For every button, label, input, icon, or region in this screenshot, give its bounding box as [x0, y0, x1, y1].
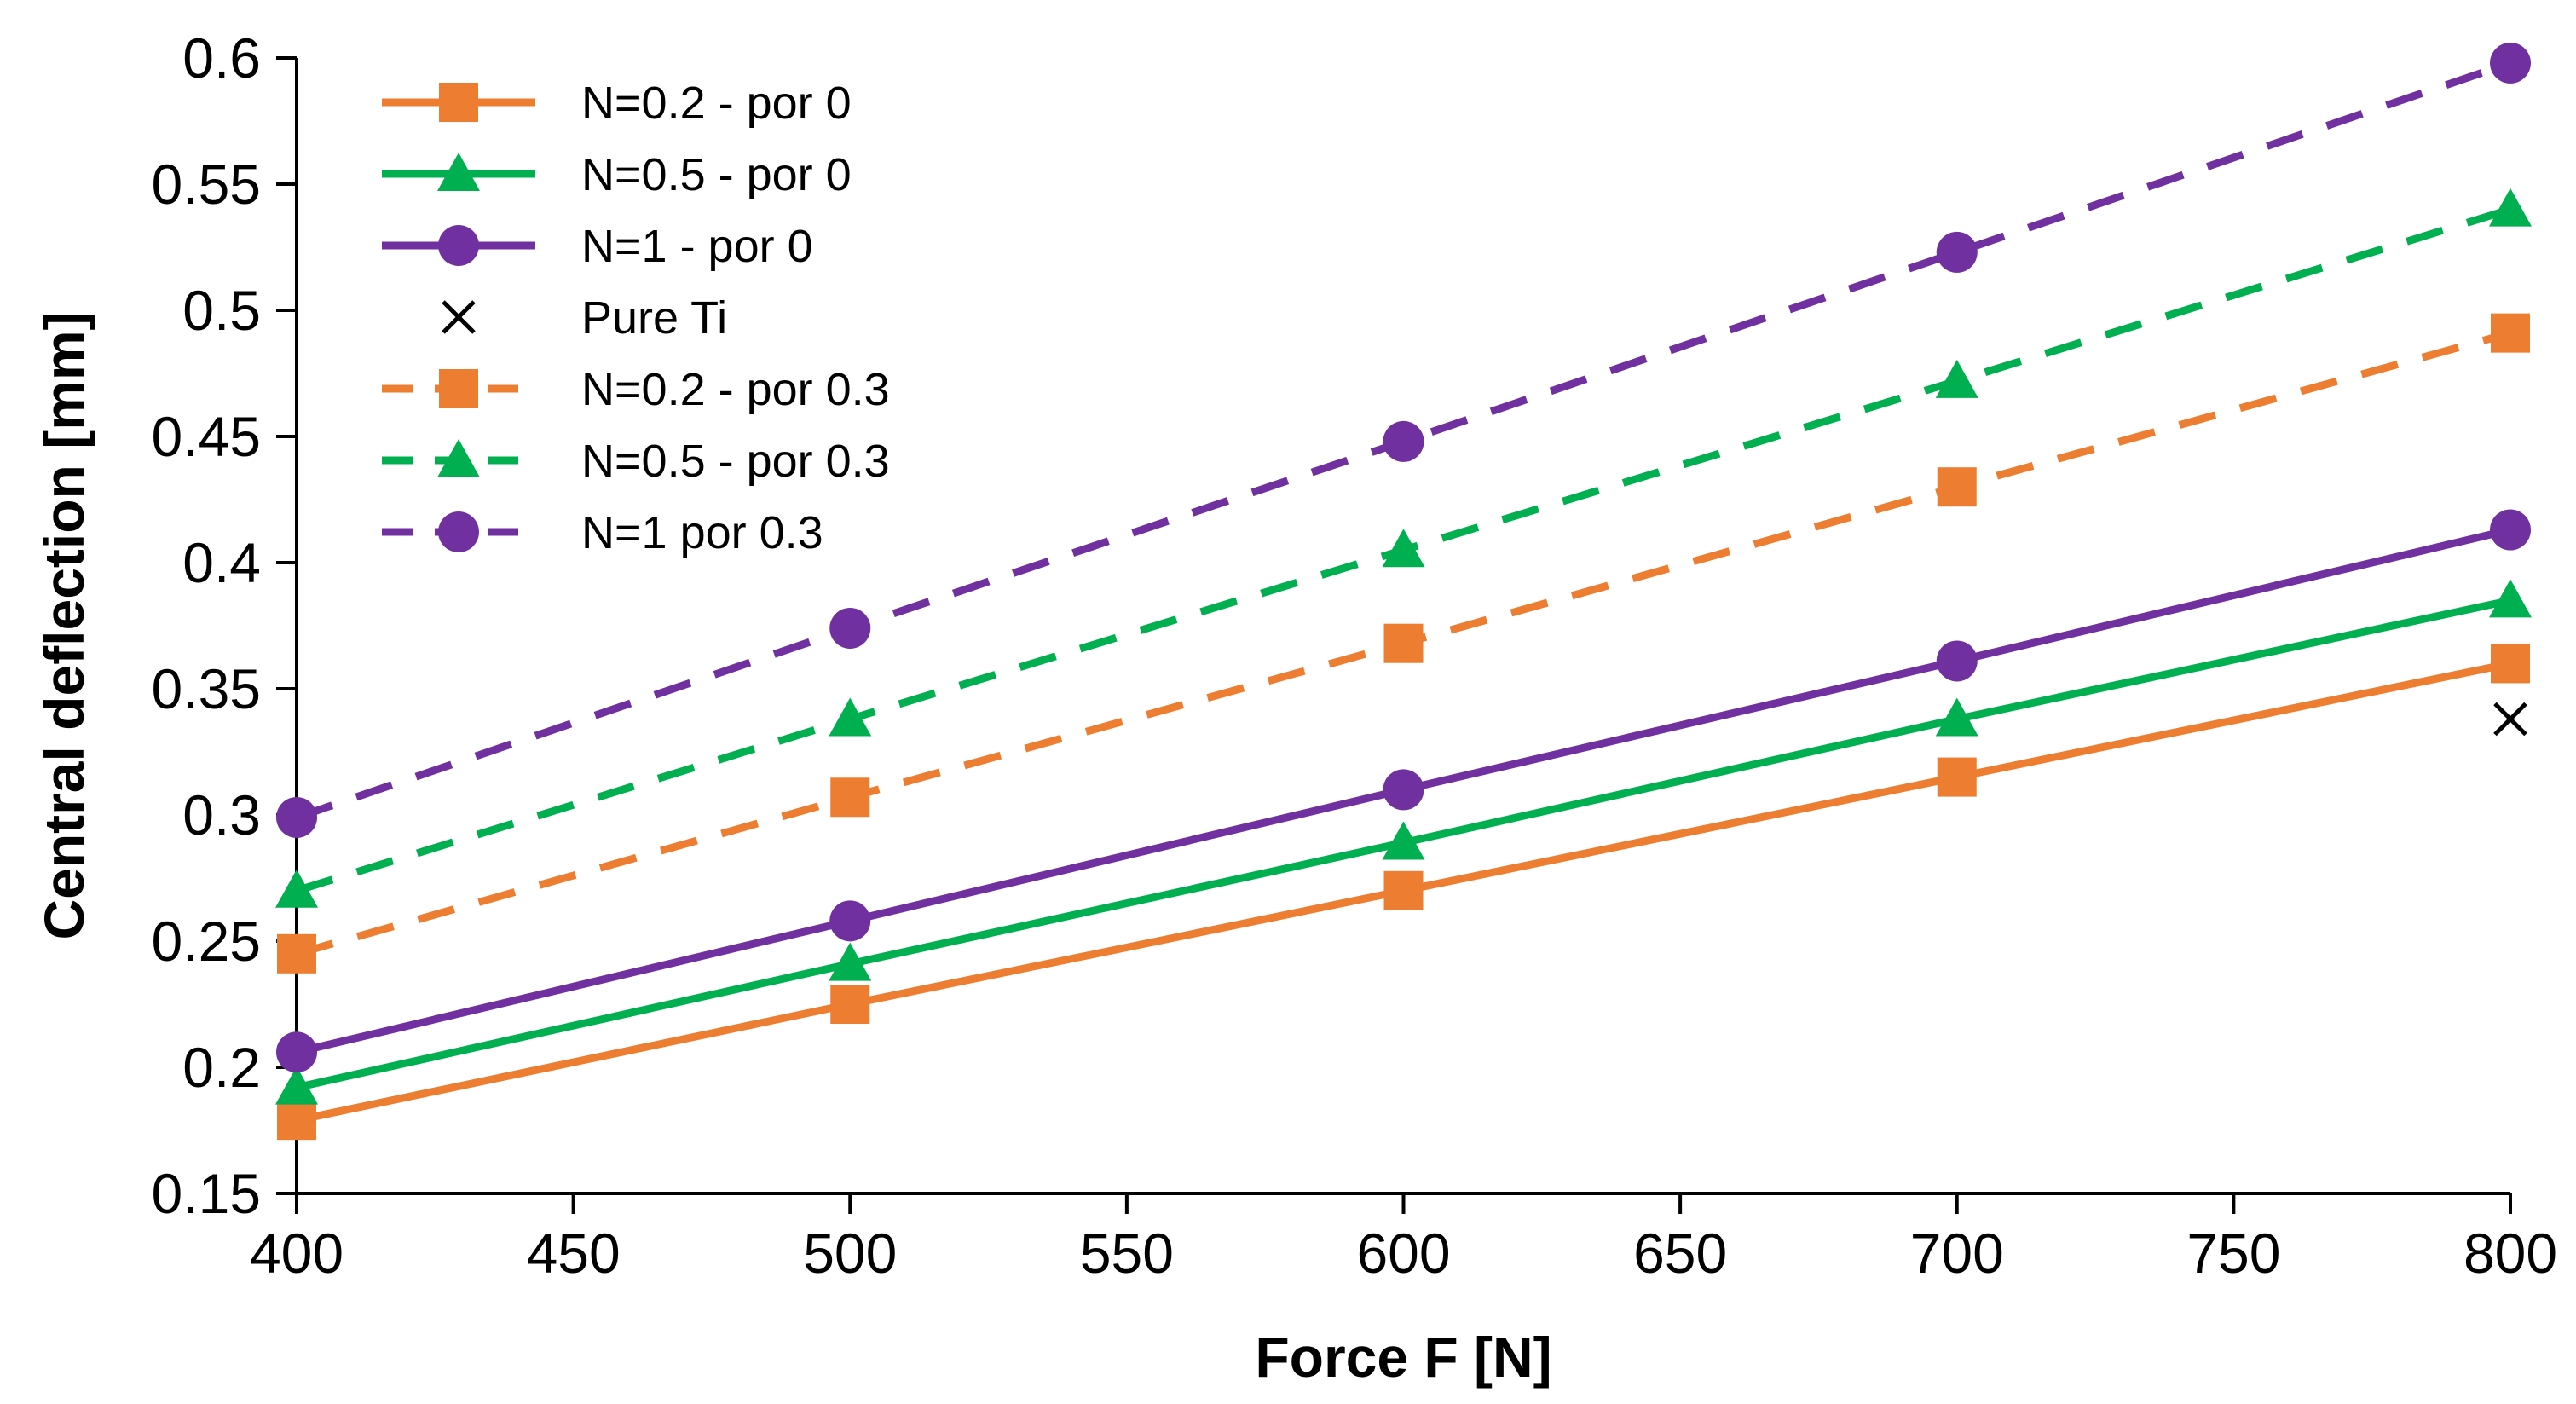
legend-label: N=0.2 - por 0	[581, 78, 852, 129]
legend-item-pure-ti: Pure Ti	[442, 292, 727, 344]
data-point	[2490, 509, 2531, 551]
data-point	[1382, 529, 1425, 568]
legend-label: Pure Ti	[581, 292, 727, 344]
data-point	[2491, 644, 2530, 684]
legend-label: N=0.2 - por 0.3	[581, 364, 890, 415]
legend-marker	[439, 83, 478, 122]
legend-marker	[438, 511, 479, 552]
legend-marker	[437, 153, 480, 191]
legend-marker	[442, 300, 476, 334]
legend-label: N=1 por 0.3	[581, 507, 823, 558]
series-n-1-por-0-3	[276, 42, 2531, 838]
legend-marker	[439, 369, 478, 408]
legend-label: N=0.5 - por 0	[581, 149, 852, 200]
data-point	[2491, 313, 2530, 353]
series-pure-ti	[2493, 702, 2527, 737]
legend-marker	[438, 225, 479, 266]
y-tick-label: 0.2	[182, 1036, 261, 1099]
legend-item-n-1-por-0: N=1 - por 0	[382, 221, 813, 272]
series-layer	[275, 42, 2532, 1141]
y-tick-label: 0.4	[182, 531, 261, 594]
data-point	[275, 869, 318, 908]
x-tick-label: 450	[527, 1222, 621, 1285]
axes: 0.15 0.2 0.25 0.3 0.35 0.4 0.45 0.5 0.55 0.6 400 45…	[152, 26, 2558, 1285]
legend-marker	[437, 439, 480, 477]
y-tick-label: 0.55	[152, 153, 261, 216]
data-point	[1383, 623, 1424, 663]
data-point	[1937, 757, 1977, 797]
y-axis-title: Central deflection [mm]	[32, 311, 95, 939]
x-tick-label: 650	[1633, 1222, 1727, 1285]
data-point	[2490, 42, 2531, 84]
series-n-0-2-por-0	[277, 644, 2530, 1141]
legend-item-n-0-2-por-0: N=0.2 - por 0	[382, 78, 852, 129]
x-tick-label: 550	[1080, 1222, 1174, 1285]
y-tick-label: 0.25	[152, 910, 261, 973]
data-point	[1936, 640, 1978, 682]
data-point	[2489, 579, 2532, 618]
series-n-0-5-por-0	[275, 579, 2532, 1105]
x-tick-label: 700	[1910, 1222, 2004, 1285]
y-tick-label: 0.15	[152, 1162, 261, 1225]
data-point	[1937, 467, 1977, 507]
x-tick-label: 800	[2463, 1222, 2557, 1285]
y-tick-label: 0.3	[182, 783, 261, 846]
data-point	[277, 933, 316, 974]
series-n-1-por-0	[276, 509, 2531, 1073]
y-tick-label: 0.35	[152, 657, 261, 720]
data-point	[276, 796, 317, 838]
x-tick-label: 600	[1356, 1222, 1450, 1285]
legend-item-n-0-5-por-0: N=0.5 - por 0	[382, 149, 852, 200]
data-point	[1383, 420, 1424, 462]
series-n-0-2-por-0-3	[277, 313, 2530, 974]
data-point	[1936, 231, 1978, 273]
y-tick-label: 0.6	[182, 26, 261, 90]
data-point	[830, 777, 870, 818]
data-point	[2493, 702, 2527, 737]
x-tick-label: 500	[803, 1222, 897, 1285]
legend: N=0.2 - por 0 N=0.5 - por 0 N=1 - por 0 Pur…	[382, 78, 890, 558]
legend-label: N=1 - por 0	[581, 221, 813, 272]
data-point	[2489, 188, 2532, 227]
data-point	[277, 1101, 316, 1141]
x-tick-label: 400	[250, 1222, 344, 1285]
legend-item-n-1-por-0-3: N=1 por 0.3	[382, 507, 823, 558]
data-point	[829, 942, 872, 981]
x-tick-label: 750	[2186, 1222, 2280, 1285]
legend-item-n-0-2-por-0-3: N=0.2 - por 0.3	[382, 364, 890, 415]
series-n-0-5-por-0-3	[275, 188, 2532, 908]
x-axis-title: Force F [N]	[1255, 1326, 1551, 1389]
data-point	[1935, 359, 1978, 398]
data-point	[1935, 697, 1978, 737]
data-point	[829, 697, 872, 737]
y-tick-label: 0.45	[152, 405, 261, 468]
data-point	[275, 1066, 318, 1105]
data-point	[829, 900, 871, 942]
y-tick-label: 0.5	[182, 279, 261, 342]
data-point	[1383, 870, 1424, 910]
data-point	[829, 607, 871, 649]
legend-item-n-0-5-por-0-3: N=0.5 - por 0.3	[382, 436, 890, 487]
data-point	[276, 1031, 317, 1073]
data-point	[1382, 821, 1425, 860]
data-point	[1383, 769, 1424, 811]
legend-label: N=0.5 - por 0.3	[581, 436, 890, 487]
data-point	[830, 985, 870, 1024]
